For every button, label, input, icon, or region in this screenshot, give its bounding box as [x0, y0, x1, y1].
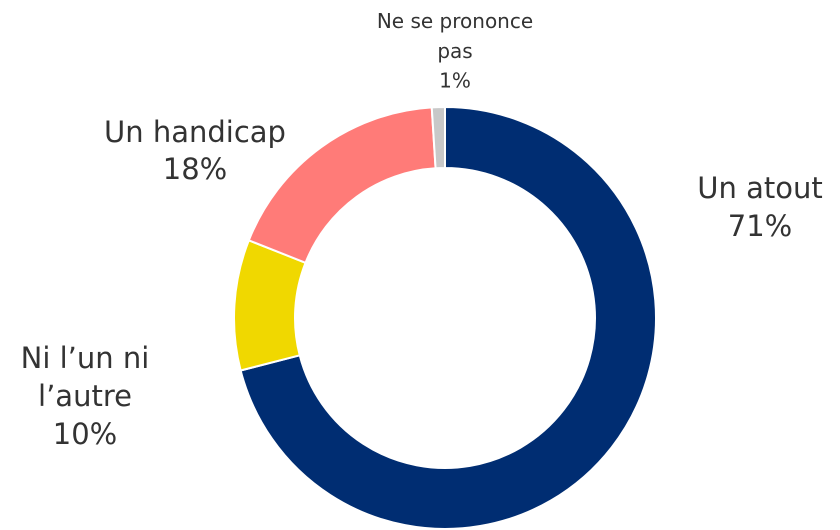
slice-label: Un handicap	[104, 115, 286, 149]
slice-value-label: 18%	[163, 152, 227, 186]
slice-value-label: 10%	[53, 417, 117, 451]
slice-label: Un atout	[697, 171, 822, 205]
slice-value-label: 71%	[728, 209, 792, 243]
donut-slice	[430, 105, 446, 170]
donut-slice	[239, 105, 657, 530]
donut-slice	[233, 239, 307, 372]
slice-label: Ni l’un ni l’autre	[21, 341, 150, 413]
slice-value-label: 1%	[439, 69, 471, 93]
slice-label: Ne se prononce pas	[377, 9, 533, 63]
